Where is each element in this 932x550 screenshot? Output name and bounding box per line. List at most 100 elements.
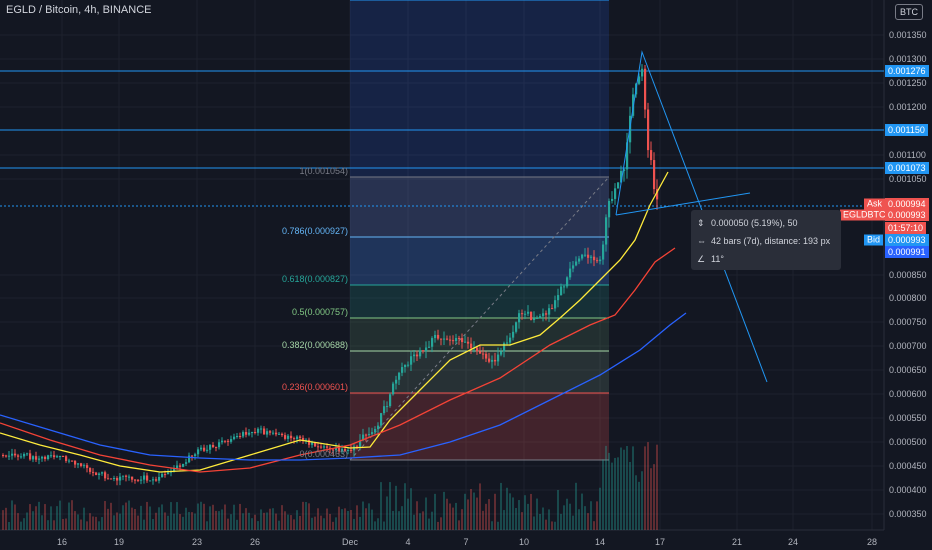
candle-body [383,406,386,414]
candle-body [278,433,281,435]
candle-body [461,338,464,343]
volume-bar [62,518,64,530]
candle-body [146,475,149,481]
volume-bar [380,482,382,530]
candle-body [647,109,650,151]
volume-bar [185,507,187,530]
volume-bar [515,507,517,530]
volume-bar [128,500,130,530]
candle-body [608,200,611,218]
candle-body [446,338,449,340]
price-axis-tick: 0.000400 [889,485,927,495]
volume-bar [500,482,502,530]
fib-level-label: 0.786(0.000927) [281,226,348,236]
candle-body [293,438,296,440]
candle-body [245,432,248,435]
volume-bar [86,521,88,530]
candle-body [227,440,230,442]
candle-body [596,260,599,262]
measure-price-row: ⇕ 0.000050 (5.19%), 50 [697,216,798,230]
volume-bar [245,508,247,530]
fib-band [350,237,609,285]
volume-bar [257,521,259,530]
volume-bar [359,516,361,530]
volume-bar [632,446,634,530]
volume-bar [161,504,163,530]
candle-body [299,436,302,438]
candle-body [638,76,641,84]
volume-bar [119,513,121,530]
candle-body [155,479,158,481]
volume-bar [629,461,631,530]
volume-bar [14,504,16,530]
candle-body [572,265,575,269]
volume-bar [68,502,70,530]
volume-bar [314,516,316,530]
candle-body [29,453,32,460]
volume-bar [509,493,511,530]
candle-body [287,435,290,439]
candle-body [620,170,623,183]
volume-bar [155,512,157,530]
candle-body [143,475,146,480]
candle-body [188,455,191,463]
candle-body [344,448,347,451]
currency-badge[interactable]: BTC [895,4,923,20]
volume-bar [200,501,202,530]
volume-bar [365,508,367,530]
volume-bar [137,515,139,530]
candle-body [191,455,194,457]
candle-body [485,353,488,359]
volume-bar [473,492,475,530]
volume-bar [503,510,505,530]
candle-body [530,311,533,320]
volume-bar [308,503,310,530]
volume-bar [533,516,535,530]
volume-bar [320,515,322,530]
candle-body [605,217,608,245]
candle-body [266,431,269,435]
candle-body [92,471,95,473]
candle-body [551,308,554,310]
candle-body [242,432,245,437]
candle-body [41,456,44,459]
candle-body [413,354,416,357]
volume-bar [44,504,46,530]
fib-level-label: 0.5(0.000757) [291,307,348,317]
volume-bar [92,516,94,530]
time-axis-tick: 21 [731,537,743,547]
volume-bar [212,504,214,530]
volume-bar [617,457,619,530]
volume-bar [53,520,55,530]
volume-bar [98,521,100,530]
volume-bar [167,515,169,530]
volume-bar [335,517,337,530]
candle-body [491,359,494,362]
volume-bar [431,511,433,530]
candle-body [302,437,305,441]
candle-body [38,458,41,460]
candle-body [122,475,125,477]
candle-body [488,358,491,362]
volume-bar [392,510,394,530]
volume-bar [512,497,514,530]
candle-body [23,454,26,457]
volume-bar [206,521,208,530]
volume-bar [557,490,559,530]
volume-bar [182,516,184,530]
candle-body [221,440,224,443]
fib-level-label: 0.236(0.000601) [281,382,348,392]
volume-bar [158,507,160,530]
candle-body [470,343,473,349]
candle-body [5,455,8,457]
time-axis-tick: 16 [56,537,68,547]
candle-body [512,331,515,338]
measure-tooltip: ⇕ 0.000050 (5.19%), 50 ⇔ 42 bars (7d), d… [691,210,841,270]
volume-bar [374,521,376,530]
candle-body [431,338,434,347]
candle-body [341,448,344,452]
volume-bar [608,452,610,530]
volume-bar [134,509,136,530]
candle-body [509,337,512,343]
